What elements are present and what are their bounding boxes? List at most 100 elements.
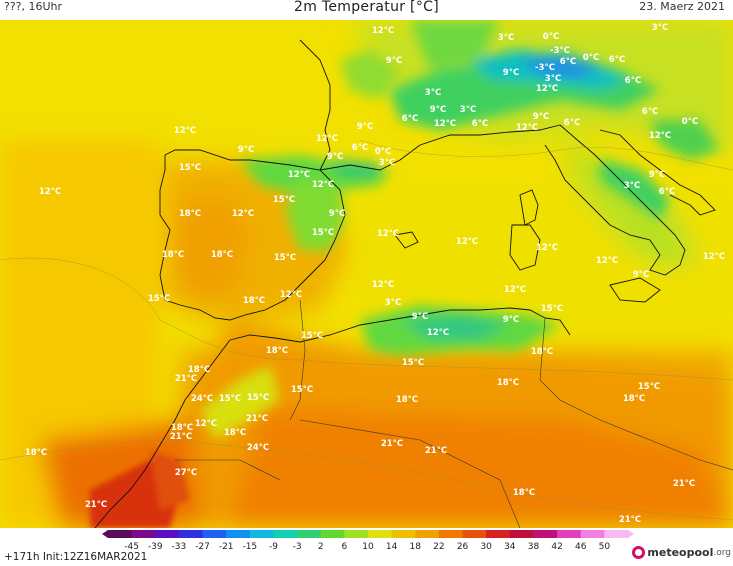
scale-swatch (509, 530, 534, 538)
temperature-label: 12°C (232, 209, 254, 219)
scale-tick-label: -3 (293, 542, 302, 552)
scale-tick-label: 14 (386, 542, 398, 552)
temperature-label: 12°C (39, 187, 61, 197)
color-scale: -45 -39 -33 -27 -21 -15 -9 -3 2 6 10 14 18 22 26 30 34 38… (0, 528, 733, 566)
temperature-label: 15°C (179, 163, 201, 173)
temperature-label: 0°C (375, 147, 391, 157)
temperature-label: 15°C (247, 393, 269, 403)
temperature-label: 24°C (191, 394, 213, 404)
scale-swatch (297, 530, 322, 538)
temperature-label: 9°C (386, 56, 402, 66)
color-scale-bar: -45 -39 -33 -27 -21 -15 -9 -3 2 6 10 14 18 22 26 30 34 38… (102, 530, 634, 552)
temperature-label: 6°C (564, 118, 580, 128)
temperature-label: 21°C (85, 500, 107, 510)
temperature-label: 15°C (312, 228, 334, 238)
scale-tick-label: -15 (242, 542, 257, 552)
temperature-label: 3°C (385, 298, 401, 308)
temperature-label: 18°C (623, 394, 645, 404)
scale-swatch (320, 530, 345, 538)
scale-tick-label: -27 (195, 542, 210, 552)
temperature-label: 9°C (412, 312, 428, 322)
scale-tick-label: 22 (433, 542, 444, 552)
scale-swatch (580, 530, 605, 538)
temperature-label: 12°C (316, 134, 338, 144)
scale-swatch (155, 530, 180, 538)
hot-zones (90, 450, 190, 528)
scale-swatch (178, 530, 204, 538)
scale-swatch (415, 530, 440, 538)
isolines (0, 139, 733, 521)
temperature-label: 12°C (516, 123, 538, 133)
temperature-label: 15°C (273, 195, 295, 205)
temperature-label: 3°C (425, 88, 441, 98)
temperature-label: 18°C (513, 488, 535, 498)
temperature-map: 12°C3°C 0°C3°C-3°C6°C 0°C 6°C-3°C9°C9°C3°C 6… (0, 20, 733, 528)
temperature-label: 18°C (162, 250, 184, 260)
temperature-label: 6°C (625, 76, 641, 86)
brand-name: meteopool (647, 546, 714, 559)
scale-swatch (368, 530, 393, 538)
temperature-label: 12°C (280, 290, 302, 300)
temperature-label: 6°C (642, 107, 658, 117)
temperature-label: 12°C (312, 180, 334, 190)
temperature-label: 21°C (170, 432, 192, 442)
temperature-label: 15°C (219, 394, 241, 404)
temperature-label: 18°C (179, 209, 201, 219)
scale-tick-label: -9 (269, 542, 278, 552)
scale-tick-label: 30 (480, 542, 492, 552)
temperature-label: 12°C (456, 237, 478, 247)
logo-icon (632, 546, 646, 559)
temperature-label: 15°C (301, 331, 323, 341)
temperature-label: 21°C (381, 439, 403, 449)
temperature-label: 21°C (673, 479, 695, 489)
temperature-label: 12°C (649, 131, 671, 141)
scale-swatch (273, 530, 298, 538)
temperature-label: 9°C (357, 122, 373, 132)
scale-tick-label: 6 (341, 542, 347, 552)
temperature-label: 18°C (211, 250, 233, 260)
scale-tick-label: 38 (528, 542, 540, 552)
scale-swatch (438, 530, 464, 538)
scale-swatch (344, 530, 369, 538)
temperature-label: 9°C (238, 145, 254, 155)
temperature-label: 9°C (649, 170, 665, 180)
scale-tick-label: 2 (318, 542, 324, 552)
brand-tld: .org (713, 547, 731, 558)
temperature-label: 12°C (536, 84, 558, 94)
temperature-label: 12°C (288, 170, 310, 180)
brand-logo[interactable]: meteopool .org (632, 546, 731, 559)
temperature-label: 12°C (596, 256, 618, 266)
temperature-label: 21°C (425, 446, 447, 456)
temperature-label: 12°C (536, 243, 558, 253)
temperature-label: 6°C (402, 114, 418, 124)
temperature-label: 15°C (541, 304, 563, 314)
temperature-label: 12°C (427, 328, 449, 338)
temperature-label: 18°C (171, 423, 193, 433)
temperature-label: 18°C (497, 378, 519, 388)
temperature-label: 21°C (175, 374, 197, 384)
scale-arrow-right (628, 530, 634, 538)
scale-swatch (391, 530, 416, 538)
temperature-label: 12°C (377, 229, 399, 239)
scale-swatch (533, 530, 558, 538)
scale-swatch (108, 530, 133, 538)
scale-tick-label: 10 (362, 542, 374, 552)
temperature-label: 12°C (372, 26, 394, 36)
temperature-label: 15°C (148, 294, 170, 304)
cold-zones (200, 20, 720, 440)
temperature-label: 12°C (372, 280, 394, 290)
temperature-label: -3°C (535, 63, 555, 73)
temperature-label: 15°C (402, 358, 424, 368)
temperature-label: 12°C (434, 119, 456, 129)
temperature-label: 3°C (652, 23, 668, 33)
temperature-labels: 12°C3°C 0°C3°C-3°C6°C 0°C 6°C-3°C9°C9°C3°C 6… (25, 23, 725, 525)
temperature-label: 18°C (188, 365, 210, 375)
temperature-label: 6°C (659, 187, 675, 197)
init-time-label: +171h Init:12Z16MAR2021 (4, 551, 148, 563)
temperature-label: 6°C (472, 119, 488, 129)
coastlines (94, 39, 716, 528)
temperature-label: 9°C (533, 112, 549, 122)
temperature-label: 9°C (430, 105, 446, 115)
temperature-label: 9°C (327, 152, 343, 162)
